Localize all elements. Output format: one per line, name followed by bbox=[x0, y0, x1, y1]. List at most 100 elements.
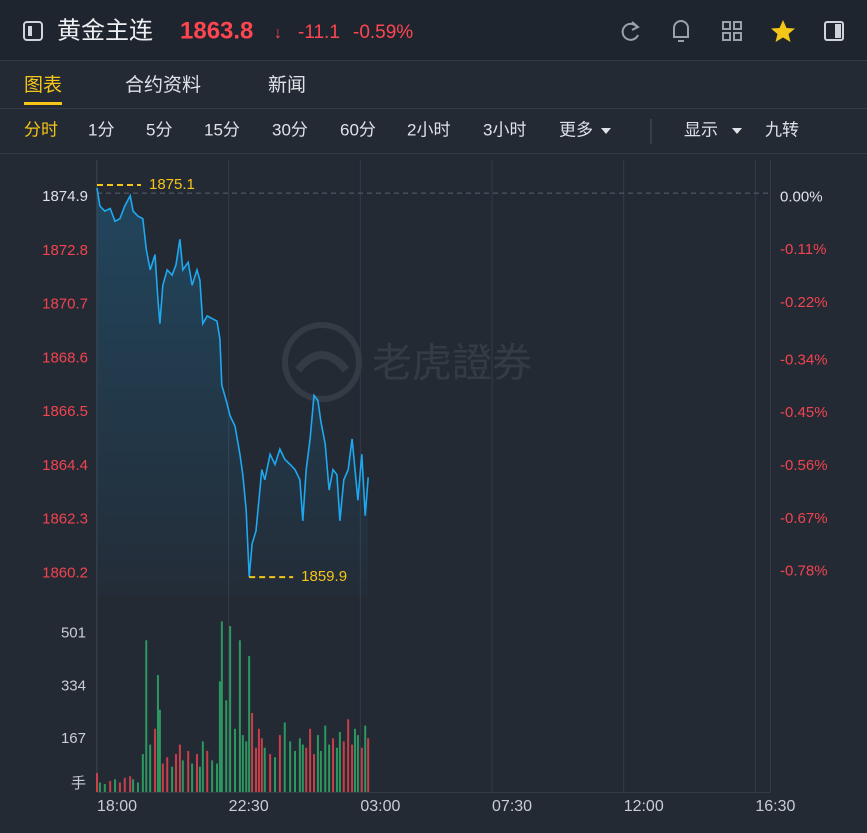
volume-bar bbox=[332, 738, 335, 792]
menu-icon[interactable] bbox=[23, 21, 43, 41]
volume-bar bbox=[145, 640, 148, 792]
interval-button[interactable]: 更多 bbox=[559, 120, 593, 139]
volume-bar bbox=[181, 760, 184, 792]
volume-bar bbox=[301, 744, 304, 792]
volume-bar bbox=[234, 728, 237, 792]
y2-tick-label: -0.22% bbox=[780, 294, 828, 311]
volume-bar bbox=[103, 784, 106, 792]
volume-bar bbox=[156, 675, 159, 792]
y2-tick-label: -0.67% bbox=[780, 510, 828, 527]
change: -11.1 bbox=[298, 22, 340, 43]
volume-bar bbox=[353, 728, 356, 792]
volume-bar bbox=[149, 744, 152, 792]
volume-bar bbox=[263, 747, 266, 792]
volume-bar bbox=[338, 731, 341, 792]
volume-bar bbox=[335, 747, 338, 792]
volume-bar bbox=[274, 757, 277, 792]
y-tick-label: 1868.6 bbox=[42, 349, 88, 366]
volume-bar bbox=[114, 779, 117, 792]
volume-bar bbox=[136, 782, 139, 792]
volume-bar bbox=[215, 763, 218, 792]
volume-bar bbox=[154, 728, 157, 792]
tab[interactable]: 图表 bbox=[24, 74, 62, 96]
price: 1863.8 bbox=[180, 17, 253, 44]
volume-bar bbox=[351, 744, 354, 792]
extreme-label: 1875.1 bbox=[149, 176, 195, 193]
y2-tick-label: 0.00% bbox=[780, 188, 823, 205]
volume-bar bbox=[229, 626, 232, 792]
price-line bbox=[96, 187, 369, 578]
volume-bar bbox=[241, 735, 244, 792]
interval-button[interactable]: 2小时 bbox=[407, 120, 450, 139]
grid-icon[interactable] bbox=[722, 21, 742, 41]
star-icon[interactable] bbox=[771, 20, 795, 42]
volume-bar bbox=[198, 766, 201, 792]
y-tick-label: 1874.9 bbox=[42, 188, 88, 205]
volume-bar bbox=[260, 738, 263, 792]
y2-tick-label: -0.78% bbox=[780, 563, 828, 580]
y-tick-label: 1862.3 bbox=[42, 511, 88, 528]
interval-button[interactable]: 3小时 bbox=[483, 120, 526, 139]
interval-button[interactable]: 5分 bbox=[146, 120, 172, 139]
volume-bar bbox=[175, 754, 178, 792]
volume-bar bbox=[283, 722, 286, 792]
volume-bar bbox=[178, 744, 181, 792]
interval-button[interactable]: 30分 bbox=[272, 120, 308, 139]
volume-bar bbox=[289, 741, 292, 792]
display-menu[interactable]: 显示 bbox=[684, 120, 742, 139]
volume-bar bbox=[158, 709, 161, 792]
tab[interactable]: 合约资料 bbox=[125, 74, 201, 96]
volume-tick-label: 167 bbox=[61, 730, 86, 747]
x-tick-label: 12:00 bbox=[624, 798, 664, 815]
volume-bar bbox=[278, 735, 281, 792]
volume-bar bbox=[98, 782, 101, 792]
volume-bar bbox=[360, 747, 363, 792]
volume-bar bbox=[171, 766, 174, 792]
volume-bar bbox=[293, 750, 296, 792]
y2-tick-label: -0.45% bbox=[780, 404, 828, 421]
x-tick-label: 22:30 bbox=[229, 798, 269, 815]
volume-bar bbox=[123, 777, 126, 792]
volume-bar bbox=[245, 741, 248, 792]
volume-bar bbox=[118, 782, 121, 792]
intervals: 分时 1分 5分 15分 30分 60分 2小时 3小时 更多 bbox=[24, 120, 611, 139]
volume-bar bbox=[251, 712, 254, 792]
volume-tick-label: 334 bbox=[61, 677, 86, 694]
interval-button[interactable]: 15分 bbox=[204, 120, 240, 139]
volume-bar bbox=[347, 719, 350, 792]
volume-unit: 手 bbox=[71, 775, 86, 792]
volume-bar bbox=[254, 747, 257, 792]
y-tick-label: 1866.5 bbox=[42, 403, 88, 420]
interval-button[interactable]: 分时 bbox=[24, 120, 58, 139]
change-pct: -0.59% bbox=[353, 22, 413, 43]
y2-tick-label: -0.34% bbox=[780, 351, 828, 368]
y-tick-label: 1860.2 bbox=[42, 564, 88, 581]
refresh-icon[interactable] bbox=[621, 21, 640, 41]
volume-bar bbox=[220, 621, 223, 792]
volume-bar bbox=[201, 741, 204, 792]
volume-bar bbox=[356, 735, 359, 792]
volume-bar bbox=[96, 773, 98, 792]
volume-bar bbox=[225, 700, 228, 792]
panel-icon[interactable] bbox=[824, 21, 844, 41]
volume-bar bbox=[238, 640, 241, 792]
volume-bar bbox=[367, 738, 370, 792]
nine-turn-button[interactable]: 九转 bbox=[765, 120, 799, 139]
volume-bar bbox=[191, 763, 194, 792]
chart: 18:00 22:30 03:00 07:30 12:00 16:30 1860.2 1862… bbox=[42, 160, 828, 815]
volume-bar bbox=[257, 728, 260, 792]
display-button[interactable]: 显示 bbox=[684, 120, 718, 139]
interval-button[interactable]: 60分 bbox=[340, 120, 376, 139]
bell-icon[interactable] bbox=[673, 20, 689, 42]
interval-button[interactable]: 1分 bbox=[88, 120, 114, 139]
watermark: 老虎證券 bbox=[282, 322, 532, 402]
tab[interactable]: 新闻 bbox=[268, 74, 306, 96]
y2-tick-label: -0.11% bbox=[780, 241, 826, 258]
title: 黄金主连 bbox=[57, 17, 153, 44]
volume-bar bbox=[132, 779, 135, 792]
y-tick-label: 1864.4 bbox=[42, 457, 88, 474]
volume-bar bbox=[305, 747, 308, 792]
volume-bar bbox=[129, 776, 132, 792]
volume-bar bbox=[211, 760, 214, 792]
